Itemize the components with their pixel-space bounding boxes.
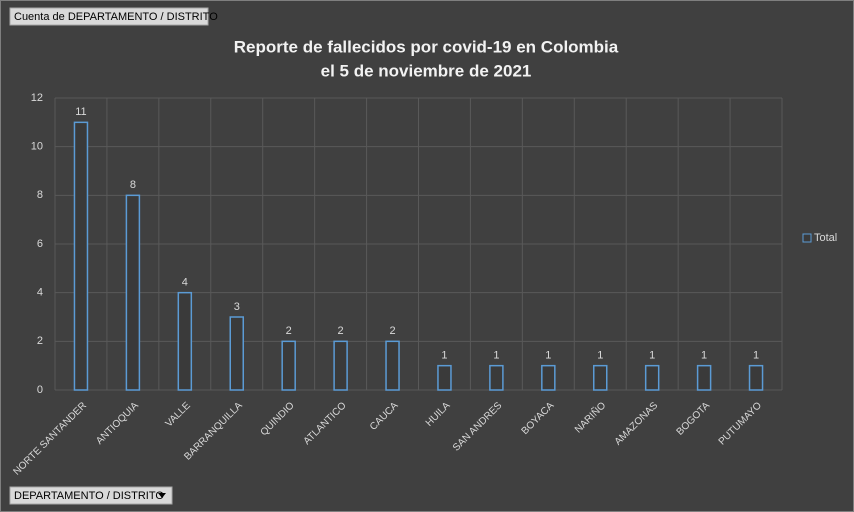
legend-label: Total	[814, 232, 837, 244]
y-tick-label: 4	[37, 287, 43, 299]
values-field-button[interactable]	[9, 7, 209, 26]
value-label: 11	[75, 106, 86, 118]
chart-title: el 5 de noviembre de 2021	[321, 61, 532, 80]
y-tick-label: 10	[31, 141, 43, 153]
bar	[73, 121, 89, 391]
value-label: 1	[597, 350, 603, 362]
value-label: 1	[649, 350, 655, 362]
y-tick-label: 6	[37, 238, 43, 250]
axis-field-label: DEPARTAMENTO / DISTRITO	[14, 490, 164, 502]
bar	[281, 340, 296, 391]
dropdown-arrow[interactable]	[158, 493, 166, 498]
value-label: 1	[493, 350, 499, 362]
y-tick-label: 2	[37, 335, 43, 347]
value-label: 2	[389, 325, 395, 337]
legend-swatch	[802, 233, 812, 243]
axis-field-button[interactable]	[9, 486, 173, 505]
bar	[696, 364, 712, 391]
value-label: 4	[182, 277, 188, 289]
y-tick-label: 0	[37, 384, 43, 396]
bar	[437, 364, 452, 391]
y-tick-label: 8	[37, 189, 43, 201]
bar	[593, 364, 608, 391]
value-label: 1	[753, 350, 759, 362]
value-label: 2	[286, 325, 292, 337]
value-label: 1	[701, 350, 707, 362]
value-label: 8	[130, 179, 136, 191]
bar	[177, 291, 193, 391]
bar	[385, 340, 400, 391]
value-label: 1	[441, 350, 447, 362]
value-label: 3	[234, 301, 240, 313]
bar	[541, 364, 556, 391]
bar	[748, 364, 764, 391]
bar	[229, 316, 244, 391]
y-tick-label: 12	[31, 92, 43, 104]
values-field-label: Cuenta de DEPARTAMENTO / DISTRITO	[14, 11, 218, 23]
bar	[644, 364, 660, 391]
value-label: 1	[545, 350, 551, 362]
value-label: 2	[338, 325, 344, 337]
chart-title: Reporte de fallecidos por covid-19 en Co…	[234, 37, 619, 56]
bar	[489, 364, 504, 391]
bar	[333, 340, 348, 391]
bar	[125, 194, 141, 391]
